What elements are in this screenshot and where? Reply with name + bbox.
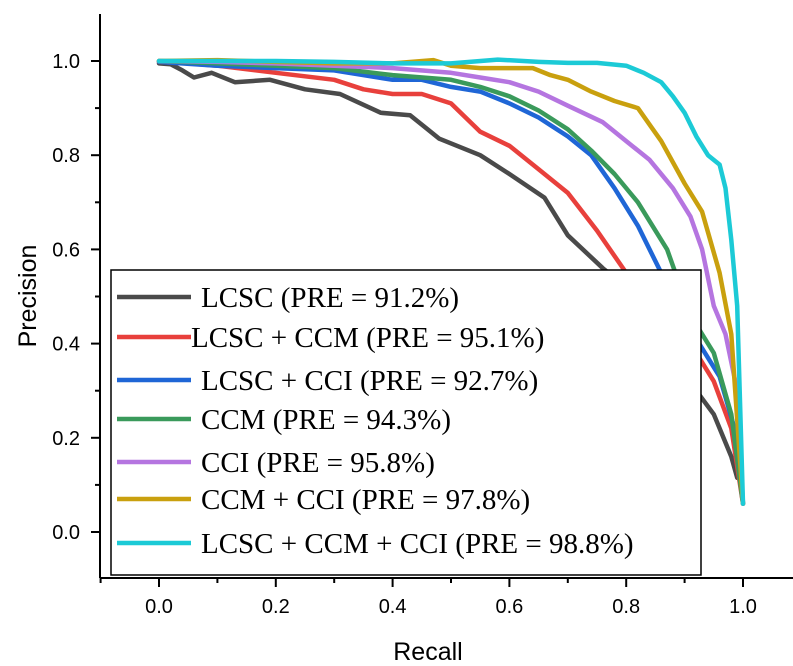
y-tick-label: 1.0 <box>52 51 80 73</box>
legend-box <box>110 269 702 576</box>
y-tick-label: 0.6 <box>52 239 80 261</box>
series-line-7 <box>156 57 746 506</box>
axes: 0.0 0.2 0.4 0.6 0.8 1.0 0.0 0.2 0.4 0.6 0.8 1.0 <box>52 14 793 618</box>
legend-entry-label: LCSC (PRE = 91.2%) <box>201 282 459 314</box>
x-tick-label: 0.0 <box>145 596 173 618</box>
x-axis-title: Recall <box>393 638 462 666</box>
series-line-5 <box>156 58 746 506</box>
y-tick-label: 0.8 <box>52 145 80 167</box>
y-tick-label: 0.4 <box>52 334 80 356</box>
legend-entry-label: LCSC + CCM + CCI (PRE = 98.8%) <box>201 528 634 560</box>
x-tick-label: 0.2 <box>262 596 290 618</box>
y-tick-label: 0.2 <box>52 428 80 450</box>
x-tick-label: 0.8 <box>612 596 640 618</box>
y-tick-label: 0.0 <box>52 522 80 544</box>
legend-entry-label: CCM + CCI (PRE = 97.8%) <box>201 484 530 516</box>
x-tick-label: 0.4 <box>379 596 407 618</box>
legend-entry-label: CCI (PRE = 95.8%) <box>201 447 435 479</box>
legend-entry-label: CCM (PRE = 94.3%) <box>201 404 451 436</box>
legend-entry-label: LCSC + CCM (PRE = 95.1%) <box>191 322 544 354</box>
x-tick-label: 0.6 <box>495 596 523 618</box>
y-axis-title: Precision <box>14 245 42 348</box>
legend: LCSC (PRE = 91.2%) LCSC + CCM (PRE = 95.1… <box>110 269 702 576</box>
x-tick-label: 1.0 <box>729 596 757 618</box>
legend-entry-label: LCSC + CCI (PRE = 92.7%) <box>201 365 538 397</box>
